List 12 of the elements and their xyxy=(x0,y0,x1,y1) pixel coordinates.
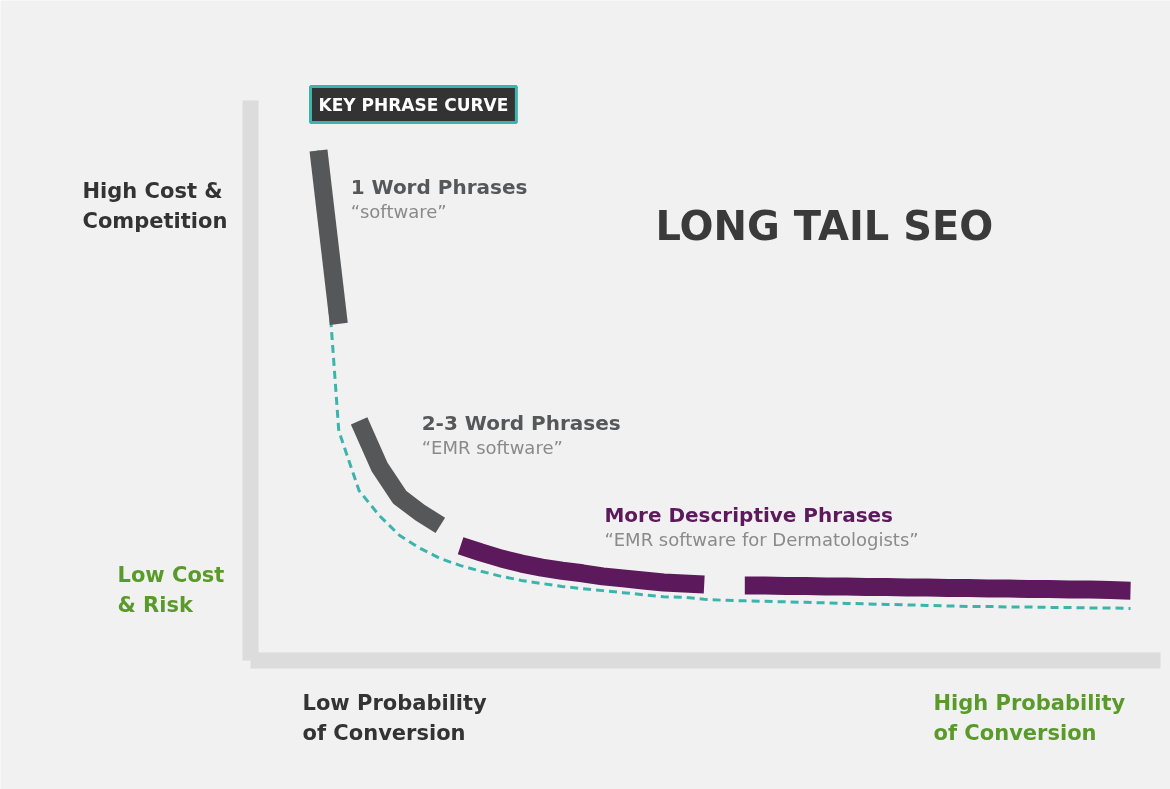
annotation: “EMR software for Dermatologists” xyxy=(604,529,919,551)
annotation: “software” xyxy=(350,201,447,223)
text: Low Probability of Conversion xyxy=(302,690,488,745)
series-label: 1 Word Phrases xyxy=(350,175,528,200)
annotation: “EMR software” xyxy=(421,437,563,459)
text: 2-3 Word Phrases xyxy=(421,411,621,436)
text: Low Cost & Risk xyxy=(117,562,225,617)
text: High Probability of Conversion xyxy=(933,690,1126,745)
text: LONG TAIL SEO xyxy=(655,202,994,249)
text: KEY PHRASE CURVE xyxy=(318,94,509,115)
text: High Cost & Competition xyxy=(82,178,228,233)
text: More Descriptive Phrases xyxy=(604,503,894,528)
